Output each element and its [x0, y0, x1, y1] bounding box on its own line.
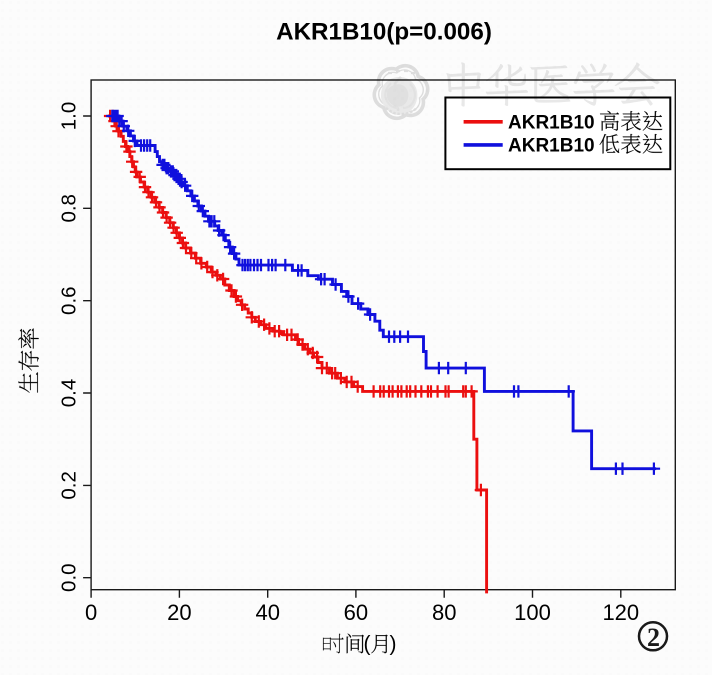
svg-text:80: 80 [432, 600, 456, 625]
svg-text:0.4: 0.4 [58, 379, 81, 408]
svg-text:): ) [390, 633, 397, 656]
svg-text:AKR1B10: AKR1B10 [508, 113, 595, 134]
svg-text:20: 20 [167, 600, 191, 625]
svg-text:0.8: 0.8 [58, 194, 81, 223]
svg-text:100: 100 [514, 600, 551, 625]
svg-text:AKR1B10: AKR1B10 [508, 135, 595, 156]
svg-text:0.6: 0.6 [58, 286, 81, 315]
svg-text:0.0: 0.0 [58, 563, 81, 592]
svg-text:0: 0 [85, 600, 97, 625]
svg-text:1.0: 1.0 [58, 102, 81, 131]
svg-text:60: 60 [344, 600, 368, 625]
svg-text:0.2: 0.2 [58, 471, 81, 500]
svg-text:120: 120 [602, 600, 639, 625]
svg-text:AKR1B10(p=0.006): AKR1B10(p=0.006) [276, 19, 492, 46]
svg-text:(: ( [364, 633, 371, 656]
svg-text:2: 2 [647, 623, 660, 652]
svg-text:40: 40 [255, 600, 279, 625]
